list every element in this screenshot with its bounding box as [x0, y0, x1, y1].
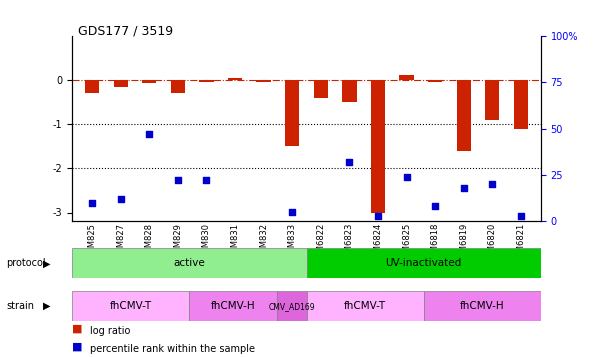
Point: [459, 185, 469, 191]
Point: [516, 213, 526, 218]
Point: [487, 181, 497, 187]
Point: [344, 159, 354, 165]
Text: fhCMV-H: fhCMV-H: [211, 301, 255, 311]
Text: GDS177 / 3519: GDS177 / 3519: [78, 25, 173, 38]
Bar: [371, 80, 385, 212]
FancyBboxPatch shape: [424, 291, 541, 321]
Bar: [200, 80, 213, 82]
Point: [373, 213, 383, 218]
FancyBboxPatch shape: [277, 291, 307, 321]
Text: CMV_AD169: CMV_AD169: [269, 302, 315, 311]
Point: [287, 209, 297, 215]
Point: [430, 203, 440, 209]
Bar: [400, 75, 413, 80]
Point: [116, 196, 126, 202]
Bar: [457, 80, 471, 151]
Bar: [85, 80, 99, 93]
FancyBboxPatch shape: [307, 248, 541, 278]
Text: percentile rank within the sample: percentile rank within the sample: [90, 344, 255, 354]
Text: strain: strain: [6, 301, 34, 311]
Bar: [485, 80, 499, 120]
Text: log ratio: log ratio: [90, 326, 130, 336]
FancyBboxPatch shape: [189, 291, 277, 321]
Bar: [285, 80, 299, 146]
Text: fhCMV-T: fhCMV-T: [344, 301, 386, 311]
FancyBboxPatch shape: [307, 291, 424, 321]
Text: fhCMV-H: fhCMV-H: [460, 301, 505, 311]
FancyBboxPatch shape: [72, 248, 307, 278]
Bar: [257, 80, 271, 82]
Point: [173, 178, 183, 183]
Point: [144, 131, 154, 137]
Text: ■: ■: [72, 342, 82, 352]
Bar: [142, 80, 156, 84]
Text: ▶: ▶: [43, 301, 50, 311]
Text: protocol: protocol: [6, 258, 46, 268]
Bar: [428, 80, 442, 82]
Point: [202, 178, 212, 183]
Bar: [171, 80, 185, 93]
Text: UV-inactivated: UV-inactivated: [386, 258, 462, 268]
FancyBboxPatch shape: [72, 291, 189, 321]
Text: ▶: ▶: [43, 258, 50, 268]
Point: [87, 200, 97, 206]
Bar: [514, 80, 528, 129]
Bar: [228, 78, 242, 80]
Bar: [114, 80, 128, 86]
Point: [401, 174, 411, 180]
Bar: [342, 80, 356, 102]
Text: ■: ■: [72, 324, 82, 334]
Text: fhCMV-T: fhCMV-T: [109, 301, 152, 311]
Bar: [314, 80, 328, 97]
Text: active: active: [174, 258, 205, 268]
